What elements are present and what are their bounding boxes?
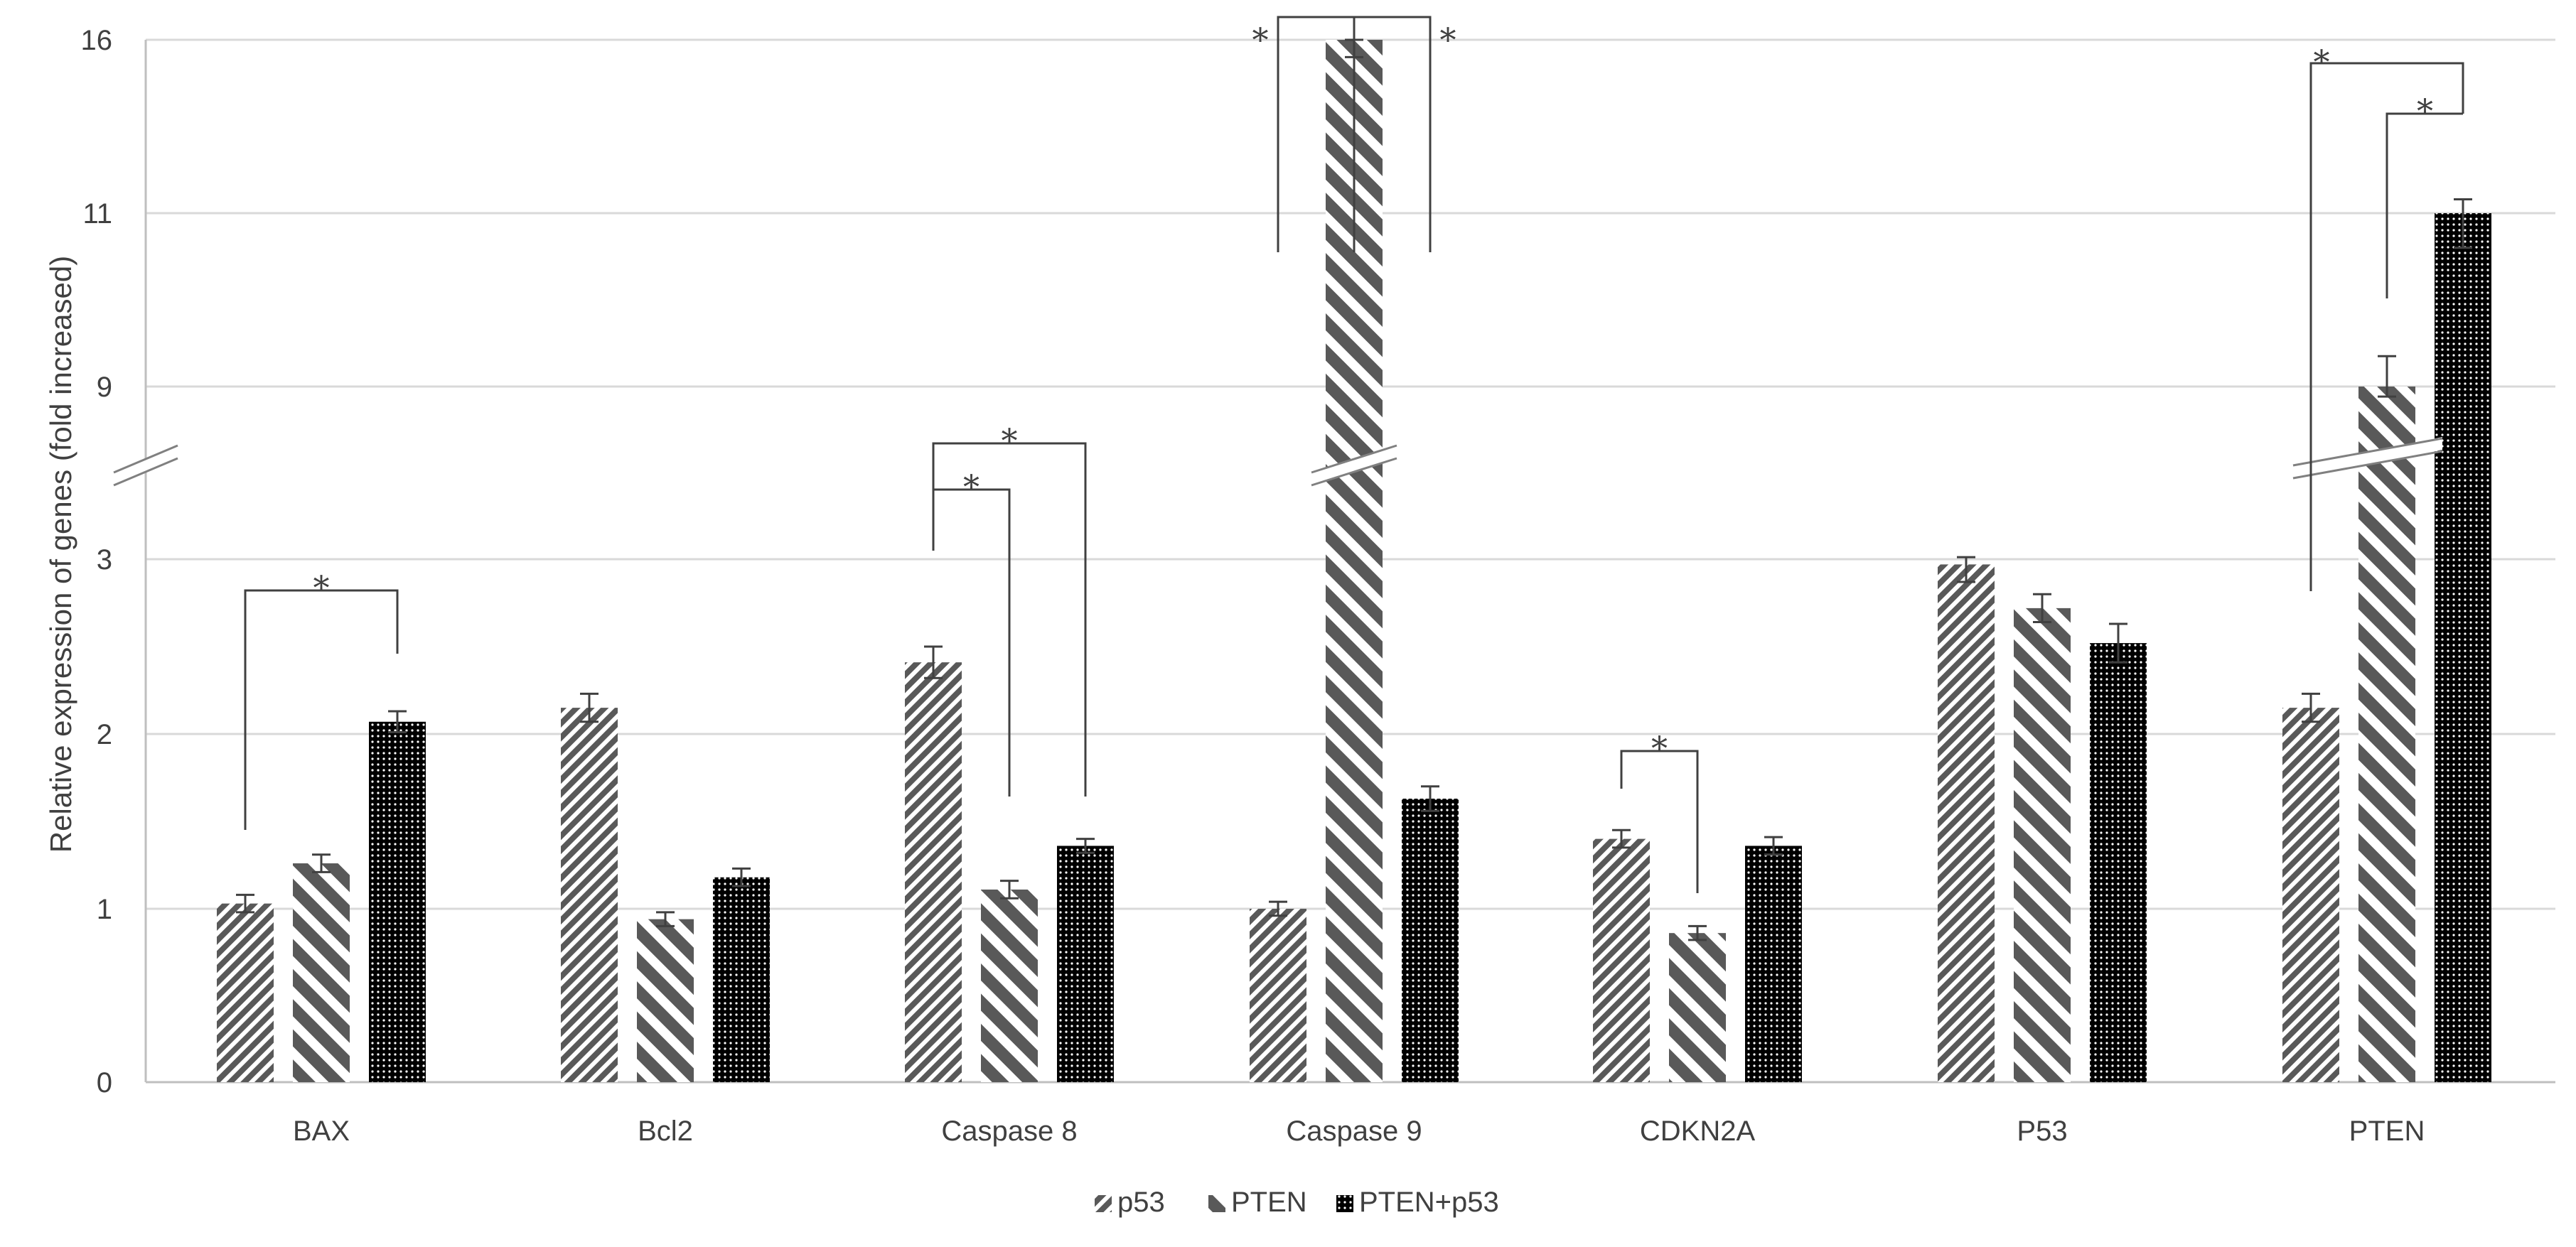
x-axis-labels: BAX Bcl2 Caspase 8 Caspase 9 CDKN2A P53 PTEN	[293, 1116, 2425, 1147]
bar-pten-bcl2	[637, 919, 694, 1082]
bar-p53-bcl2	[561, 708, 618, 1082]
x-category-label: BAX	[293, 1116, 350, 1147]
error-bar	[2109, 622, 2127, 664]
bars	[217, 40, 2491, 1082]
y-tick-label: 11	[82, 198, 112, 230]
y-tick-label: 3	[97, 544, 112, 576]
significance-bracket: *	[1620, 729, 1699, 893]
legend: p53 PTEN PTEN+p53	[1095, 1187, 1499, 1218]
y-tick-label: 9	[97, 372, 112, 403]
error-bar	[1612, 828, 1631, 849]
bar-pten-bax	[293, 863, 350, 1082]
significance-star: *	[2417, 92, 2433, 130]
y-axis-ticks: 0 1 2 3 9 11 16	[81, 25, 113, 1098]
error-bar	[2302, 692, 2320, 723]
bar-pten-caspase-8	[981, 889, 1038, 1082]
bar-pten-p53	[2014, 608, 2071, 1082]
error-bar	[732, 867, 751, 887]
bar-pten-cdkn2a	[1669, 933, 1726, 1082]
y-tick-label: 1	[97, 894, 112, 925]
bar-p53-p53	[1938, 564, 1995, 1082]
legend-swatch	[1336, 1195, 1353, 1212]
bar-p53-cdkn2a	[1593, 838, 1650, 1082]
significance-star: *	[963, 468, 980, 506]
error-bar	[388, 710, 407, 734]
error-bar	[1957, 556, 1975, 583]
bar-pten-plus-p53-caspase-8	[1057, 846, 1114, 1082]
bar-pten-plus-p53-pten	[2435, 213, 2491, 1082]
significance-brackets: * * * * * * * *	[244, 16, 2464, 893]
axis-break-mark	[2292, 437, 2443, 480]
significance-star: *	[1440, 21, 1456, 59]
axis-breaks	[113, 437, 2443, 487]
x-category-label: PTEN	[2349, 1116, 2425, 1147]
bar-p53-pten	[2282, 708, 2339, 1082]
error-bar	[1000, 880, 1019, 900]
y-tick-label: 16	[81, 25, 113, 56]
error-bar	[1764, 836, 1783, 856]
bar-pten-plus-p53-bax	[369, 721, 426, 1082]
bar-pten-pten	[2358, 387, 2415, 1082]
error-bar	[1688, 924, 1707, 941]
x-category-label: Caspase 8	[941, 1116, 1077, 1147]
significance-bracket: *	[2309, 43, 2464, 591]
significance-star: *	[2314, 43, 2330, 81]
legend-label: PTEN	[1231, 1187, 1307, 1218]
bar-p53-caspase-8	[905, 662, 962, 1082]
error-bar	[1421, 785, 1439, 812]
legend-swatch	[1208, 1195, 1225, 1212]
x-category-label: P53	[2017, 1116, 2067, 1147]
significance-star: *	[1002, 421, 1018, 460]
error-bar	[924, 645, 943, 679]
error-bar	[580, 692, 599, 723]
bar-p53-bax	[217, 903, 274, 1082]
significance-bracket: *	[244, 568, 399, 830]
error-bar	[656, 911, 675, 927]
significance-star: *	[313, 568, 330, 607]
error-bar	[2378, 355, 2396, 398]
legend-item-pten-plus-p53: PTEN+p53	[1336, 1187, 1499, 1218]
legend-item-pten: PTEN	[1208, 1187, 1307, 1218]
y-tick-label: 0	[97, 1067, 112, 1098]
x-category-label: Bcl2	[638, 1116, 693, 1147]
significance-bracket: *	[1353, 16, 1456, 252]
legend-swatch	[1095, 1195, 1112, 1212]
error-bar	[2454, 198, 2472, 249]
error-bar	[312, 853, 331, 873]
significance-star: *	[1651, 729, 1668, 767]
y-axis-label: Relative expression of genes (fold incre…	[44, 256, 77, 853]
legend-label: p53	[1117, 1187, 1165, 1218]
x-category-label: Caspase 9	[1286, 1116, 1422, 1147]
bar-pten-plus-p53-bcl2	[713, 877, 770, 1082]
y-tick-label: 2	[97, 719, 112, 750]
x-category-label: CDKN2A	[1640, 1116, 1756, 1147]
significance-bracket: *	[932, 421, 1087, 797]
bar-pten-plus-p53-cdkn2a	[1745, 846, 1802, 1082]
error-bar	[2033, 593, 2051, 624]
error-bar	[1076, 838, 1095, 854]
error-bar	[1269, 900, 1287, 917]
axis-break-mark	[113, 444, 178, 487]
error-bar	[236, 893, 254, 914]
axis-break-mark	[1311, 444, 1397, 487]
error-bars	[236, 38, 2472, 941]
legend-label: PTEN+p53	[1359, 1187, 1499, 1218]
bar-pten-plus-p53-p53	[2090, 643, 2147, 1082]
bar-pten-plus-p53-caspase-9	[1402, 799, 1459, 1082]
significance-star: *	[1252, 21, 1269, 59]
bar-p53-caspase-9	[1250, 909, 1306, 1082]
legend-item-p53: p53	[1095, 1187, 1165, 1218]
significance-bracket: *	[2386, 92, 2463, 298]
